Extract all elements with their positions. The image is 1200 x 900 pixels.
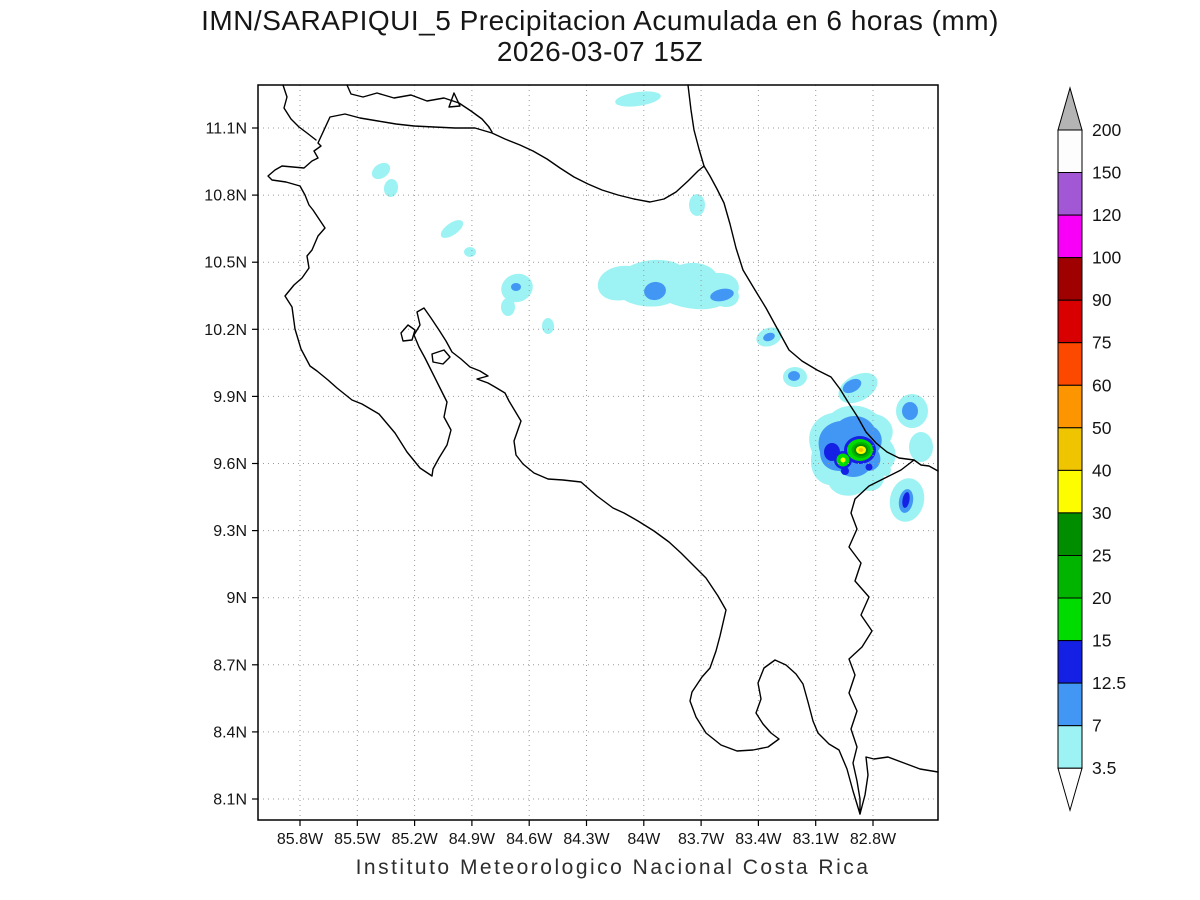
colorbar-tick-label: 12.5 bbox=[1092, 673, 1126, 693]
gridline-layer bbox=[258, 85, 938, 820]
precip-cell-3.5mm bbox=[542, 318, 554, 334]
precip-cell-12.5mm bbox=[865, 463, 873, 471]
colorbar-tick-label: 120 bbox=[1092, 205, 1121, 225]
precipitation-shading-layer bbox=[371, 91, 933, 522]
colorbar-segment-75-90 bbox=[1057, 299, 1083, 344]
latitude-tick-label: 8.4N bbox=[213, 724, 247, 741]
precip-cell-3.5mm bbox=[909, 432, 933, 462]
longitude-tick-label: 84.9W bbox=[449, 831, 496, 848]
longitude-tick-label: 85.5W bbox=[334, 831, 381, 848]
chira-island bbox=[431, 349, 451, 365]
colorbar-segment-50-60 bbox=[1057, 384, 1083, 429]
map-frame-layer bbox=[257, 84, 939, 821]
precip-cell-12.5mm bbox=[902, 492, 910, 508]
colorbar-tick-label: 50 bbox=[1092, 418, 1112, 438]
estuary-wetland-outline bbox=[400, 324, 416, 342]
precip-cell-3.5mm bbox=[464, 247, 476, 257]
latitude-tick-label: 11.1N bbox=[205, 121, 247, 138]
colorbar-segment-12.5-15 bbox=[1057, 640, 1083, 684]
axis-label-layer: 11.1N 10.8N 10.5N 10.2N 9.9N 9.6N 9.3N 9N 8.7N 8.… bbox=[204, 121, 897, 849]
longitude-tick-label: 85.8W bbox=[277, 831, 324, 848]
panama-pacific-coast bbox=[859, 756, 939, 815]
coastline-layer bbox=[267, 84, 939, 815]
precip-cell-7mm bbox=[710, 288, 734, 302]
latitude-tick-label: 9.3N bbox=[213, 523, 247, 540]
colorbar-arrow-above-max bbox=[1057, 86, 1083, 131]
colorbar-tick-label: 25 bbox=[1092, 546, 1111, 566]
colorbar-segment-40-50 bbox=[1057, 427, 1083, 471]
precip-cell-3.5mm bbox=[440, 220, 464, 238]
colorbar-tick-label: 75 bbox=[1092, 333, 1111, 353]
panama-caribbean-coast bbox=[913, 459, 939, 472]
colorbar-tick-label: 40 bbox=[1092, 460, 1112, 480]
longitude-tick-label: 85.2W bbox=[391, 831, 438, 848]
colorbar-tick-label: 7 bbox=[1092, 716, 1102, 736]
chart-subtitle-datetime: 2026-03-07 15Z bbox=[496, 36, 704, 67]
precip-cell-30mm bbox=[840, 457, 846, 463]
precip-cell-7mm bbox=[788, 371, 800, 381]
latitude-tick-label: 10.2N bbox=[204, 322, 247, 339]
colorbar-tick-label: 15 bbox=[1092, 631, 1111, 651]
colorbar-segment-120-150 bbox=[1057, 172, 1083, 216]
precip-cell-7mm bbox=[644, 281, 666, 301]
precip-cell-3.5mm bbox=[689, 194, 705, 216]
map-frame bbox=[257, 84, 939, 821]
longitude-tick-label: 82.8W bbox=[850, 831, 897, 848]
latitude-tick-label: 8.1N bbox=[213, 792, 247, 809]
longitude-tick-label: 83.7W bbox=[678, 831, 725, 848]
latitude-tick-label: 10.5N bbox=[204, 255, 247, 272]
colorbar-segment-15-20 bbox=[1057, 597, 1083, 642]
lake-island bbox=[448, 92, 461, 108]
longitude-tick-label: 84.6W bbox=[506, 831, 553, 848]
colorbar-tick-label: 150 bbox=[1092, 163, 1121, 183]
longitude-tick-label: 83.4W bbox=[735, 831, 782, 848]
latitude-tick-label: 10.8N bbox=[204, 188, 247, 205]
lake-nicaragua-shore bbox=[346, 84, 493, 133]
colorbar-segment-60-75 bbox=[1057, 342, 1083, 386]
latitude-tick-label: 9.6N bbox=[213, 456, 247, 473]
colorbar-arrow-below-min bbox=[1057, 767, 1083, 813]
latitude-tick-label: 9.9N bbox=[213, 389, 247, 406]
colorbar-tick-label: 20 bbox=[1092, 588, 1112, 608]
precip-cell-3.5mm bbox=[597, 259, 739, 310]
precip-cell-7mm bbox=[511, 283, 521, 291]
footer-caption: Instituto Meteorologico Nacional Costa R… bbox=[355, 856, 871, 879]
precip-cell-3.5mm bbox=[615, 91, 661, 107]
latitude-tick-label: 8.7N bbox=[213, 657, 247, 674]
colorbar-tick-label: 90 bbox=[1092, 290, 1112, 310]
precip-cell-3.5mm bbox=[501, 298, 515, 316]
colorbar-segment-100-120 bbox=[1057, 214, 1083, 259]
longitude-tick-label: 84.3W bbox=[563, 831, 610, 848]
colorbar-segment-90-100 bbox=[1057, 257, 1083, 301]
nicaragua-pacific-coast bbox=[282, 84, 317, 141]
chart-title: IMN/SARAPIQUI_5 Precipitacion Acumulada … bbox=[201, 5, 999, 36]
colorbar-tick-label: 200 bbox=[1092, 120, 1121, 140]
latitude-tick-label: 9N bbox=[227, 590, 247, 607]
colorbar-segment-20-25 bbox=[1057, 555, 1083, 599]
colorbar: 200 150 120 100 90 75 60 50 40 30 25 20 15 12.5 7 3.5 bbox=[1057, 86, 1126, 813]
colorbar-segment-150-200 bbox=[1057, 129, 1083, 173]
nicaragua-caribbean-coast bbox=[687, 84, 705, 167]
colorbar-segment-25-30 bbox=[1057, 512, 1083, 557]
axis-tick-layer bbox=[252, 127, 874, 826]
precip-cell-7mm bbox=[842, 378, 862, 394]
colorbar-tick-label: 30 bbox=[1092, 503, 1112, 523]
longitude-tick-label: 84W bbox=[627, 831, 661, 848]
colorbar-segment-3.5-7 bbox=[1057, 725, 1083, 769]
precip-cell-3.5mm bbox=[881, 464, 891, 476]
precip-cell-40mm bbox=[858, 448, 864, 452]
precip-cell-7mm bbox=[763, 332, 775, 342]
costa-rica-outline bbox=[267, 113, 915, 815]
colorbar-tick-label: 100 bbox=[1092, 248, 1121, 268]
colorbar-segment-30-40 bbox=[1057, 469, 1083, 514]
precip-cell-3.5mm bbox=[371, 162, 391, 180]
colorbar-segment-7-12.5 bbox=[1057, 682, 1083, 727]
colorbar-tick-label: 3.5 bbox=[1092, 758, 1116, 778]
longitude-tick-label: 83.1W bbox=[793, 831, 840, 848]
precip-cell-3.5mm bbox=[383, 179, 399, 197]
precip-cell-7mm bbox=[902, 402, 918, 420]
colorbar-tick-label: 60 bbox=[1092, 375, 1112, 395]
